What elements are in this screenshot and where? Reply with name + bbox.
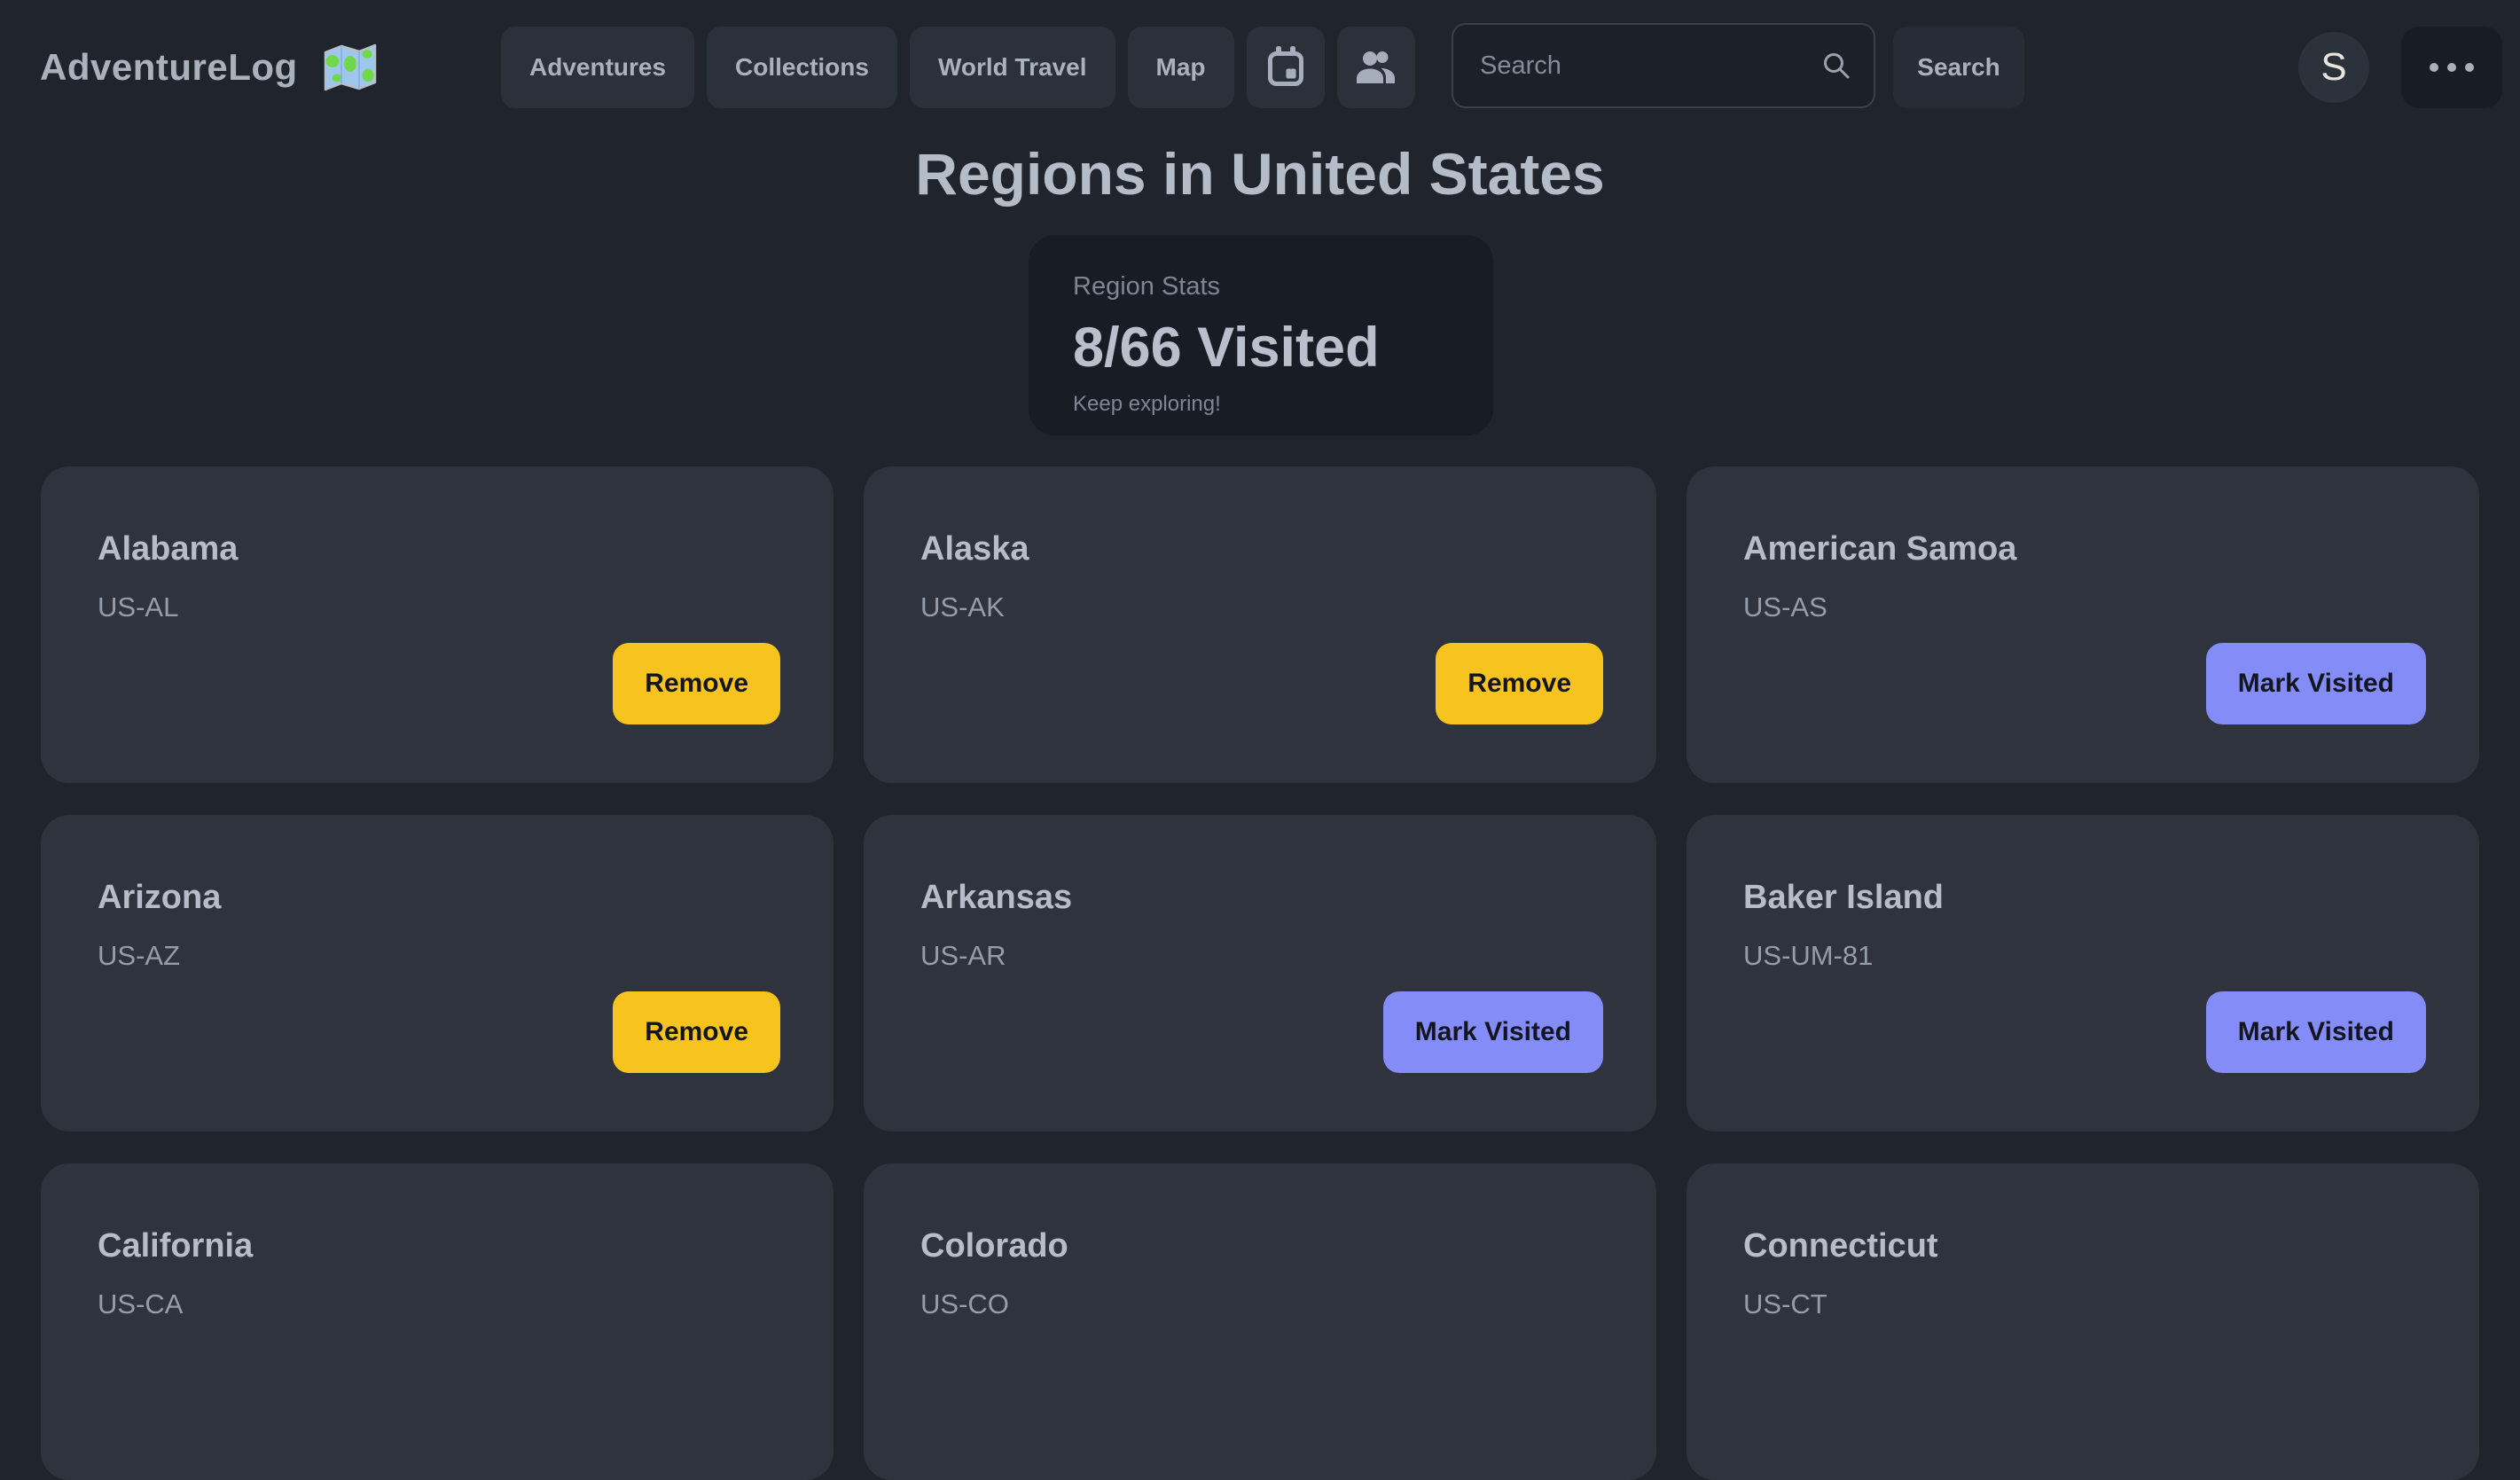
region-card: Alabama US-AL Remove <box>41 466 833 783</box>
search-field-wrap <box>1452 23 1875 108</box>
calendar-icon <box>1267 46 1303 86</box>
region-name: Arizona <box>98 879 222 916</box>
region-code: US-CT <box>1743 1288 1827 1319</box>
remove-button[interactable]: Remove <box>613 643 780 724</box>
users-button[interactable] <box>1336 27 1415 108</box>
navbar: AdventureLog Adventures Collections Worl… <box>0 0 2520 135</box>
region-code: US-AZ <box>98 940 180 971</box>
region-name: Arkansas <box>920 879 1073 916</box>
region-stats-card: Region Stats 8/66 Visited Keep exploring… <box>1029 235 1493 435</box>
ellipsis-icon <box>2430 63 2474 72</box>
region-code: US-AK <box>920 591 1005 623</box>
region-card: Connecticut US-CT <box>1687 1163 2479 1480</box>
page-title: Regions in United States <box>915 141 1605 207</box>
users-icon <box>1356 51 1395 83</box>
avatar[interactable]: S <box>2298 32 2369 103</box>
mark-visited-button[interactable]: Mark Visited <box>2205 643 2426 724</box>
map-logo-icon <box>324 43 376 91</box>
search-button[interactable]: Search <box>1893 27 2024 108</box>
nav-collections-button[interactable]: Collections <box>707 27 897 108</box>
region-code: US-CO <box>920 1288 1009 1319</box>
region-code: US-AR <box>920 940 1006 971</box>
region-name: Baker Island <box>1743 879 1944 916</box>
main-nav: Adventures Collections World Travel Map <box>501 27 1415 108</box>
nav-adventures-button[interactable]: Adventures <box>501 27 695 108</box>
mark-visited-button[interactable]: Mark Visited <box>2205 991 2426 1073</box>
region-code: US-UM-81 <box>1743 940 1874 971</box>
region-name: American Samoa <box>1743 530 2017 568</box>
region-card: Alaska US-AK Remove <box>864 466 1656 783</box>
region-grid: Alabama US-AL Remove Alaska US-AK Remove… <box>41 466 2479 1480</box>
avatar-initial: S <box>2320 45 2347 89</box>
region-card: Colorado US-CO <box>864 1163 1656 1480</box>
remove-button[interactable]: Remove <box>613 991 780 1073</box>
calendar-button[interactable] <box>1246 27 1325 108</box>
region-card: Baker Island US-UM-81 Mark Visited <box>1687 815 2479 1132</box>
region-code: US-AL <box>98 591 179 623</box>
region-card: Arkansas US-AR Mark Visited <box>864 815 1656 1132</box>
region-name: California <box>98 1227 254 1265</box>
search-input[interactable] <box>1452 23 1875 108</box>
mark-visited-button[interactable]: Mark Visited <box>1382 991 1603 1073</box>
region-name: Alaska <box>920 530 1029 568</box>
region-name: Colorado <box>920 1227 1068 1265</box>
region-code: US-AS <box>1743 591 1827 623</box>
app-title: AdventureLog <box>40 46 298 88</box>
stats-value: 8/66 Visited <box>1073 317 1380 379</box>
region-name: Alabama <box>98 530 239 568</box>
region-card: California US-CA <box>41 1163 833 1480</box>
region-code: US-CA <box>98 1288 184 1319</box>
nav-map-button[interactable]: Map <box>1127 27 1234 108</box>
brand[interactable]: AdventureLog <box>40 0 378 135</box>
region-card: American Samoa US-AS Mark Visited <box>1687 466 2479 783</box>
nav-world-travel-button[interactable]: World Travel <box>909 27 1115 108</box>
more-menu-button[interactable] <box>2401 27 2502 108</box>
stats-desc: Keep exploring! <box>1073 392 1221 416</box>
region-card: Arizona US-AZ Remove <box>41 815 833 1132</box>
remove-button[interactable]: Remove <box>1436 643 1603 724</box>
region-name: Connecticut <box>1743 1227 1938 1265</box>
stats-label: Region Stats <box>1073 272 1221 301</box>
